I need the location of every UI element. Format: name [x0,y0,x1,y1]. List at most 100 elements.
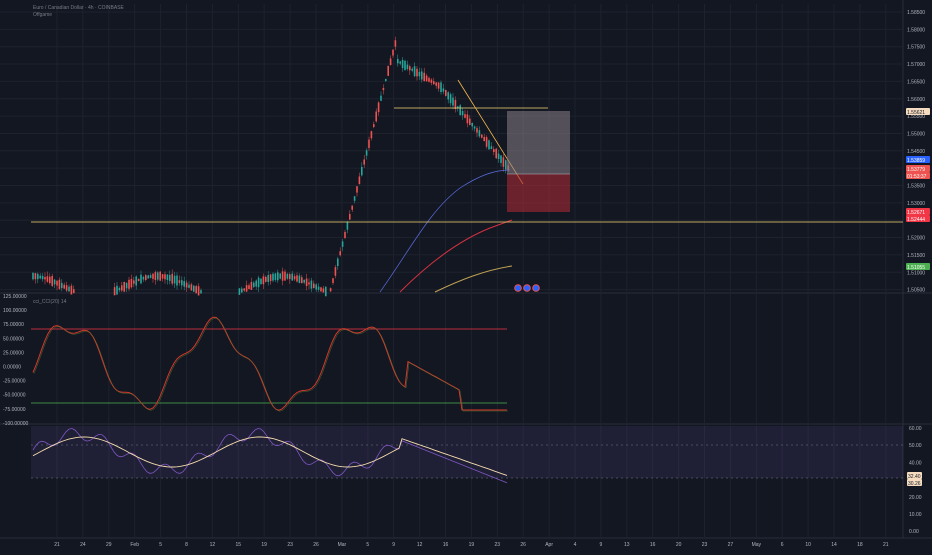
cci-signal-line [33,317,508,412]
candle-body [380,95,382,101]
time-axis-label: 4 [574,542,577,548]
candle-body [389,58,392,65]
candle-body [425,75,428,82]
candle-body [44,277,46,280]
candle-body [253,282,255,287]
candle-body [142,277,145,280]
candle-body [457,106,459,109]
time-axis-label: 5 [159,542,162,548]
candle-body [267,275,269,283]
candle-body [413,66,416,77]
candle-body [181,280,183,286]
moving-average-yellow [434,265,513,293]
candle-body [149,275,152,278]
time-axis-label: 26 [313,542,319,548]
candle-body [123,281,125,292]
candle-body [73,289,75,294]
price-axis-label: 1.58000 [907,27,925,33]
price-badge [906,215,930,222]
cci-axis-label: 50.00000 [3,336,24,342]
cci-axis-label: 0.00000 [3,365,21,371]
candle-body [315,284,317,290]
candle-body [130,278,133,288]
candle-body [37,273,39,280]
candle-body [121,285,123,291]
price-axis-label: 1.55500 [907,114,925,120]
time-axis-label: 8 [185,542,188,548]
price-badge [906,172,930,179]
candle-body [478,130,481,137]
candle-body [445,90,447,96]
time-axis-label: 12 [417,542,423,548]
candle-body [329,288,332,292]
candle-body [190,284,193,291]
candle-body [461,111,464,116]
time-axis-label: 26 [520,542,526,548]
candle-body [344,232,346,238]
candle-body [39,275,41,279]
price-axis-label: 1.57000 [907,62,925,68]
candle-body [440,82,442,93]
candle-body [473,126,476,129]
candle-body [471,122,473,127]
candle-body [406,64,409,70]
candle-body [325,286,327,297]
candle-body [349,213,351,220]
candle-body [373,124,375,127]
candle-body [301,277,303,284]
candle-body [262,276,265,285]
candle-body [401,59,404,68]
cci-axis-label: -25.00000 [3,379,26,385]
candle-body [279,273,281,279]
event-marker [514,284,522,292]
candle-body [500,155,502,163]
candle-body [459,105,461,116]
candle-body [293,276,296,280]
time-axis-label: 15 [236,542,242,548]
time-axis-label: 27 [728,542,734,548]
candle-body [497,153,500,159]
price-axis-label: 1.56500 [907,79,925,85]
candle-body [483,136,485,142]
candle-body [164,274,166,280]
candle-body [197,286,200,296]
price-axis-label: 1.52000 [907,236,925,242]
price-axis-label: 1.56000 [907,97,925,103]
candle-body [305,278,308,286]
candle-body [397,58,399,64]
candle-body [176,275,178,286]
candle-body [428,77,430,82]
candle-body [157,272,159,280]
candle-body [152,273,154,279]
candle-body [291,273,293,281]
candle-body [269,274,272,282]
candle-body [365,150,368,156]
candle-body [452,97,454,106]
candle-body [363,159,365,165]
price-badge-text: 1.51055 [907,265,925,271]
candle-body [137,278,140,282]
time-axis-label: 14 [831,542,837,548]
candle-body [387,65,389,76]
time-axis-label: 21 [54,542,60,548]
candle-body [464,114,466,118]
time-axis-label: 13 [624,542,630,548]
candle-body [265,276,267,282]
candle-body [322,288,325,293]
candle-body [490,146,493,150]
candle-body [298,275,301,283]
candle-body [339,251,341,256]
candle-body [238,288,241,295]
candle-body [274,273,277,280]
candle-body [341,241,344,247]
cci-axis-label: -75.00000 [3,407,26,413]
time-axis-label: 23 [702,542,708,548]
candle-body [418,71,421,77]
candle-body [382,88,385,91]
rsi-axis-label: 20.00 [909,495,922,501]
candle-body [65,285,68,291]
time-axis-label: 20 [676,542,682,548]
candle-body [51,275,53,286]
